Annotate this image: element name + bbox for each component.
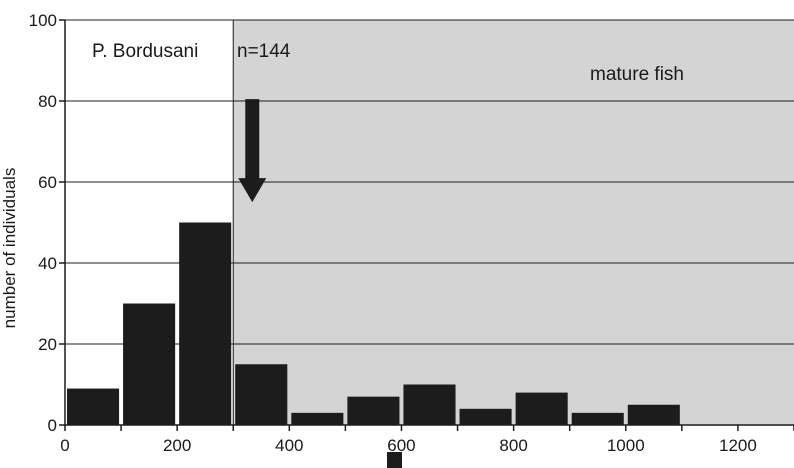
series-label: P. Bordusani	[92, 41, 198, 62]
bars	[67, 222, 680, 425]
y-tick-label: 0	[48, 416, 57, 435]
sample-size-label: n=144	[237, 41, 291, 62]
y-tick-label: 20	[38, 335, 57, 354]
x-tick-labels: 0 200 400 600 800 1000 1200	[60, 436, 757, 455]
x-tick-label: 600	[387, 436, 415, 455]
histogram-bar	[67, 388, 120, 425]
x-tick-label: 1000	[607, 436, 645, 455]
axes	[59, 19, 794, 431]
y-tick-label: 100	[29, 11, 57, 30]
histogram-bar	[403, 384, 456, 425]
x-tick-label: 400	[275, 436, 303, 455]
shaded-region	[233, 20, 794, 425]
histogram-bar	[291, 412, 344, 425]
marker-block	[387, 452, 402, 468]
x-tick-label: 1200	[719, 436, 757, 455]
x-tick-label: 0	[60, 436, 69, 455]
histogram-bar	[179, 222, 232, 425]
histogram-bar	[347, 396, 400, 425]
x-tick-label: 200	[163, 436, 191, 455]
mature-fish-label: mature fish	[590, 64, 684, 85]
y-tick-labels: 0 20 40 60 80 100	[29, 11, 57, 435]
histogram-bar	[235, 364, 288, 425]
y-axis-title: number of individuals	[0, 168, 19, 329]
y-tick-label: 40	[38, 254, 57, 273]
histogram-bar	[571, 412, 624, 425]
histogram-bar	[459, 408, 512, 425]
histogram-bar	[627, 404, 680, 425]
y-tick-label: 60	[38, 173, 57, 192]
y-tick-label: 80	[38, 92, 57, 111]
histogram-bar	[123, 303, 176, 425]
maturity-arrow	[238, 99, 267, 203]
histogram-bar	[515, 392, 568, 425]
x-tick-label: 800	[499, 436, 527, 455]
